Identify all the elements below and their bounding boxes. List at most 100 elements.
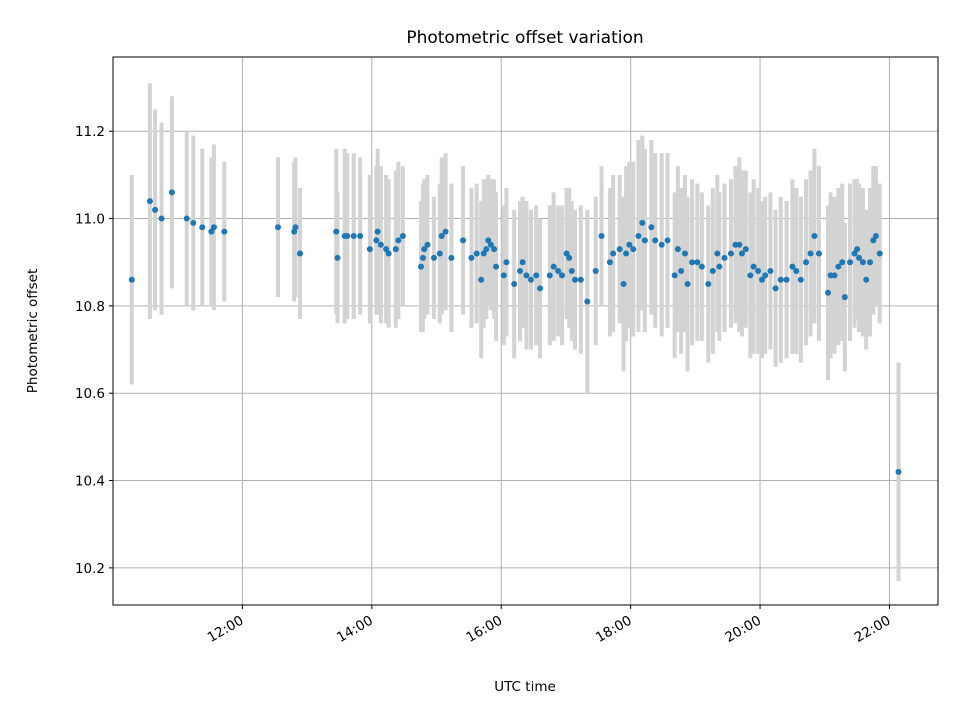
data-point xyxy=(616,246,623,253)
data-point xyxy=(856,254,863,261)
data-point xyxy=(658,241,665,248)
data-point xyxy=(152,206,159,213)
y-tick-label: 10.8 xyxy=(75,299,105,315)
data-point xyxy=(419,254,426,261)
data-point xyxy=(442,228,449,235)
data-point xyxy=(606,259,613,266)
y-tick-label: 10.6 xyxy=(75,386,105,402)
data-point xyxy=(438,233,445,240)
data-point xyxy=(854,246,861,253)
data-point xyxy=(793,267,800,274)
data-point xyxy=(473,250,480,257)
data-point xyxy=(811,233,818,240)
y-tick-label: 10.4 xyxy=(75,474,105,490)
data-point xyxy=(537,285,544,292)
data-point xyxy=(694,259,701,266)
data-point xyxy=(577,276,584,283)
data-point xyxy=(373,237,380,244)
data-point xyxy=(208,228,215,235)
data-point xyxy=(533,272,540,279)
data-point xyxy=(559,272,566,279)
data-point xyxy=(424,241,431,248)
data-point xyxy=(221,228,228,235)
data-point xyxy=(859,259,866,266)
data-point xyxy=(709,267,716,274)
data-point xyxy=(210,224,217,231)
data-point xyxy=(652,237,659,244)
data-point xyxy=(630,246,637,253)
data-point xyxy=(674,246,681,253)
data-point xyxy=(648,224,655,231)
data-point xyxy=(664,237,671,244)
data-point xyxy=(682,250,688,257)
data-point xyxy=(797,276,804,283)
data-point xyxy=(528,276,534,283)
data-point xyxy=(872,233,879,240)
data-point xyxy=(831,272,838,279)
data-point xyxy=(825,289,831,296)
data-point xyxy=(870,237,877,244)
data-point xyxy=(500,272,507,279)
data-point xyxy=(366,246,373,253)
data-point xyxy=(759,276,765,283)
data-point xyxy=(333,228,340,235)
data-point xyxy=(592,267,599,274)
y-axis-ticks: 10.2 10.4 10.6 10.8 11.0 11.2 xyxy=(75,124,113,577)
data-point xyxy=(847,259,853,266)
data-point xyxy=(714,250,721,257)
data-point xyxy=(762,272,769,279)
data-point xyxy=(485,237,492,244)
data-point xyxy=(698,263,705,270)
data-point xyxy=(275,224,281,231)
data-point xyxy=(876,250,883,257)
data-point xyxy=(841,294,848,301)
data-point xyxy=(350,233,357,240)
data-point xyxy=(523,272,530,279)
data-point xyxy=(168,189,175,196)
y-tick-label: 10.2 xyxy=(75,561,105,577)
data-point xyxy=(815,250,822,257)
data-point xyxy=(635,233,642,240)
data-point xyxy=(555,267,562,274)
data-point xyxy=(146,198,153,205)
data-point xyxy=(620,281,627,288)
data-point xyxy=(705,281,712,288)
data-point xyxy=(503,259,510,266)
plot-frame xyxy=(112,56,939,606)
data-point xyxy=(436,250,443,257)
data-point xyxy=(430,254,437,261)
data-point xyxy=(689,259,696,266)
data-point xyxy=(374,228,381,235)
data-point xyxy=(610,250,617,257)
data-point xyxy=(421,246,428,253)
data-point xyxy=(803,259,809,266)
data-point xyxy=(460,237,467,244)
data-point xyxy=(783,276,790,283)
data-point xyxy=(789,263,796,270)
data-point xyxy=(851,250,858,257)
data-point xyxy=(584,298,591,305)
data-point xyxy=(755,267,762,274)
data-point xyxy=(641,237,648,244)
data-point xyxy=(292,224,299,231)
data-point xyxy=(383,246,390,253)
data-point xyxy=(128,276,135,283)
data-point xyxy=(867,259,874,266)
data-point xyxy=(487,241,494,248)
data-point xyxy=(491,246,498,253)
point-layer xyxy=(128,189,902,475)
y-tick-label: 11.0 xyxy=(75,212,105,228)
data-point xyxy=(563,250,570,257)
data-point xyxy=(750,263,757,270)
data-point xyxy=(357,233,364,240)
data-point xyxy=(480,250,487,257)
data-point xyxy=(468,254,475,261)
data-point xyxy=(334,254,341,261)
data-point xyxy=(639,219,646,226)
data-point xyxy=(716,263,723,270)
data-point xyxy=(623,250,630,257)
data-point xyxy=(863,276,870,283)
data-point xyxy=(568,267,575,274)
